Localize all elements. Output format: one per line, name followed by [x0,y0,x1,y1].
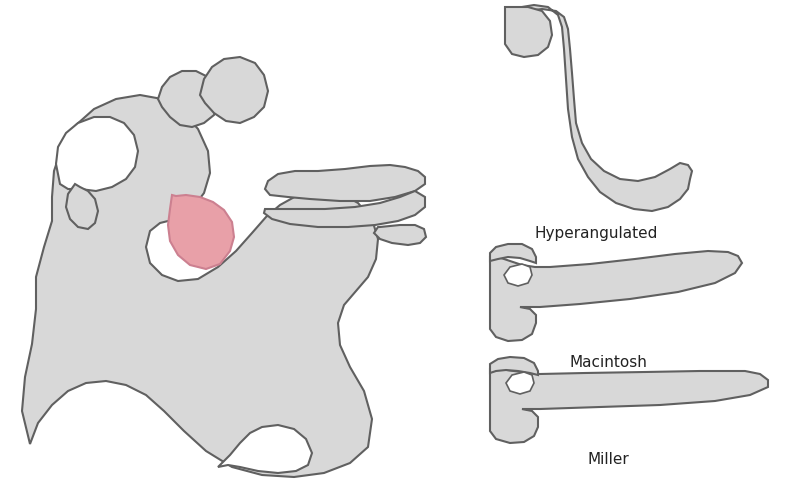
Polygon shape [374,225,426,245]
Polygon shape [265,165,425,202]
Polygon shape [168,196,234,269]
Text: Macintosh: Macintosh [569,354,647,369]
Polygon shape [490,369,768,443]
Polygon shape [200,58,268,124]
Polygon shape [504,264,532,286]
Text: Hyperangulated: Hyperangulated [534,225,658,241]
Polygon shape [158,72,218,128]
Text: Miller: Miller [587,451,629,466]
Polygon shape [505,8,552,58]
Polygon shape [506,372,534,394]
Polygon shape [56,118,138,192]
Polygon shape [22,96,378,477]
Polygon shape [514,6,692,212]
Polygon shape [490,251,742,341]
Polygon shape [490,244,536,264]
Polygon shape [264,192,425,227]
Polygon shape [66,184,98,229]
Polygon shape [490,357,538,375]
Polygon shape [218,425,312,473]
